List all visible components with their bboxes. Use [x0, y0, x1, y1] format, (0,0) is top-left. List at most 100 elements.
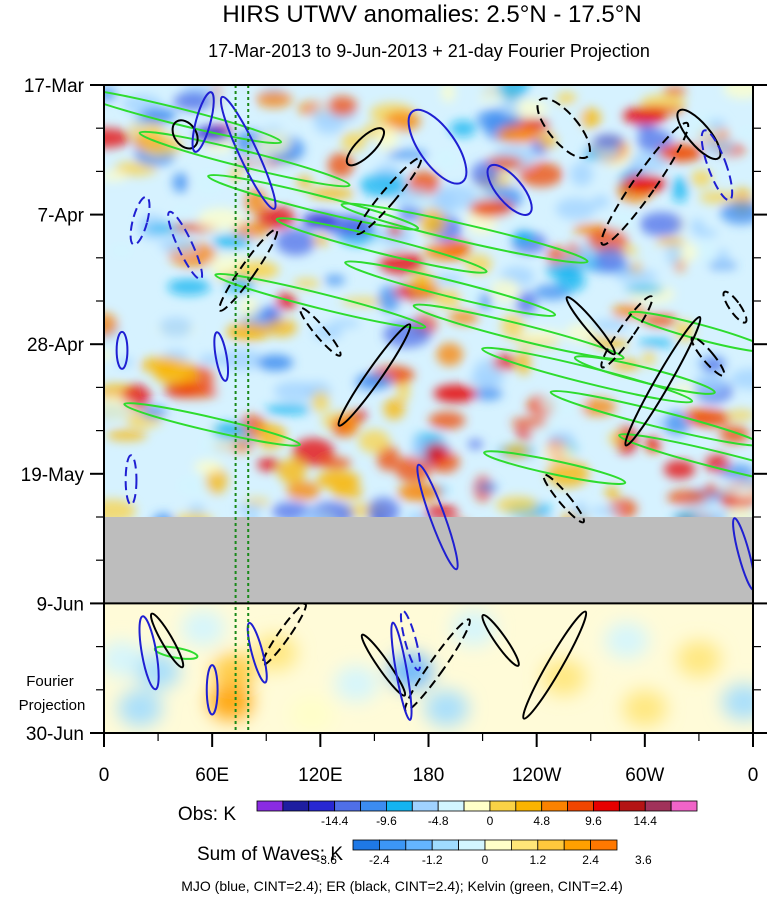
obs-blob	[694, 228, 718, 238]
obs-hotspot	[658, 143, 703, 162]
colorbar-swatch	[541, 800, 568, 812]
mjo-contour	[213, 331, 230, 382]
y-tick-label: 17-Mar	[24, 76, 85, 97]
obs-blob	[212, 233, 252, 250]
obs-blob	[639, 212, 684, 237]
obs-blob	[738, 127, 753, 140]
y-tick-label: 19-May	[21, 465, 85, 486]
obs-blob	[515, 291, 537, 315]
obs-blob	[233, 221, 269, 239]
obs-blob	[579, 107, 602, 129]
obs-coldspot	[212, 422, 249, 439]
obs-blob	[624, 284, 665, 294]
obs-blob	[278, 458, 306, 485]
mjo-contour	[407, 108, 468, 185]
obs-blob	[591, 195, 610, 209]
obs-blob	[490, 215, 536, 225]
obs-hotspot	[154, 366, 199, 385]
obs-blob	[707, 118, 726, 130]
obs-blob	[478, 292, 492, 310]
obs-blob	[340, 297, 387, 307]
er-contour	[337, 323, 412, 427]
er-contour	[690, 336, 726, 377]
obs-blob	[104, 397, 133, 421]
projection-label-line2: Projection	[19, 697, 86, 714]
mjo-contour	[129, 195, 151, 246]
mjo-contour	[219, 95, 277, 210]
chart-subtitle: 17-Mar-2013 to 9-Jun-2013 + 21-day Fouri…	[208, 41, 650, 61]
proj-blob	[676, 640, 721, 677]
obs-blob	[579, 397, 617, 416]
colorbar-swatch	[405, 839, 433, 851]
proj-blob	[622, 690, 667, 727]
proj-blob	[211, 653, 256, 690]
obs-blob	[167, 278, 211, 296]
obs-blob	[327, 96, 358, 117]
obs-blob	[614, 269, 658, 284]
x-tick-label: 60E	[195, 765, 229, 786]
obs-blob	[266, 318, 298, 337]
obs-hotspot	[685, 409, 730, 428]
obs-blob	[194, 459, 222, 475]
kelvin-contour	[483, 450, 627, 486]
kelvin-contour	[123, 402, 302, 447]
reference-lines	[234, 85, 250, 733]
x-tick-label: 120E	[298, 765, 342, 786]
colorbar-swatch	[458, 839, 486, 851]
proj-blob	[104, 640, 145, 677]
kelvin-contour	[573, 355, 716, 395]
obs-coldspot	[356, 373, 393, 390]
obs-blob	[104, 350, 114, 360]
colorbar-swatch	[360, 800, 387, 812]
obs-blob	[379, 251, 424, 275]
colorbar-swatch	[437, 800, 465, 812]
proj-blob	[334, 665, 379, 702]
colorbar-tick-label: -1.2	[422, 853, 443, 867]
mjo-contour	[246, 621, 268, 684]
x-axis: 0 60E 120E 180 120W 60W 0	[99, 733, 758, 786]
er-contour	[542, 473, 585, 524]
x-tick-label: 120W	[512, 765, 562, 786]
obs-blob	[663, 460, 696, 479]
mjo-contour	[115, 330, 129, 370]
waves-colorbar-label: Sum of Waves: K	[197, 844, 343, 865]
obs-blob	[640, 94, 686, 111]
obs-blob	[104, 312, 118, 337]
mjo-contour	[124, 454, 138, 506]
colorbar-swatch	[484, 839, 512, 851]
obs-blob	[271, 502, 311, 521]
colorbar-tick-label: -3.6	[316, 853, 337, 867]
obs-blob	[701, 246, 716, 268]
obs-blob	[705, 454, 730, 473]
obs-hotspot	[496, 125, 541, 144]
obs-blob	[611, 304, 647, 319]
obs-blob	[441, 85, 456, 103]
obs-blob	[472, 386, 503, 401]
obs-blob	[217, 348, 263, 371]
obs-blob	[276, 292, 297, 311]
er-contour	[481, 613, 520, 667]
mjo-contour	[138, 615, 160, 691]
obs-blob	[286, 481, 321, 501]
y-tick-label: 7-Apr	[38, 206, 85, 227]
y-tick-label: 30-Jun	[26, 724, 84, 745]
mjo-contour	[191, 91, 215, 153]
obs-blob	[311, 391, 330, 413]
plot-area	[104, 85, 753, 733]
kelvin-contour	[344, 260, 557, 317]
colorbar-swatch	[431, 839, 460, 851]
mjo-contour	[486, 163, 533, 216]
obs-hotspot	[424, 242, 469, 261]
y-tick-label: 9-Jun	[36, 594, 84, 615]
projection-label-line1: Fourier	[26, 673, 74, 690]
colorbar-tick-label: 2.4	[582, 853, 599, 867]
obs-blob	[589, 506, 621, 516]
colorbar-swatch	[386, 800, 413, 812]
obs-blob	[235, 503, 264, 515]
obs-hotspot	[433, 384, 478, 403]
colorbar-swatch	[644, 800, 672, 812]
obs-blob	[467, 439, 483, 450]
obs-blob	[352, 409, 367, 422]
colorbar-swatch	[670, 800, 698, 812]
proj-blob	[289, 696, 334, 733]
